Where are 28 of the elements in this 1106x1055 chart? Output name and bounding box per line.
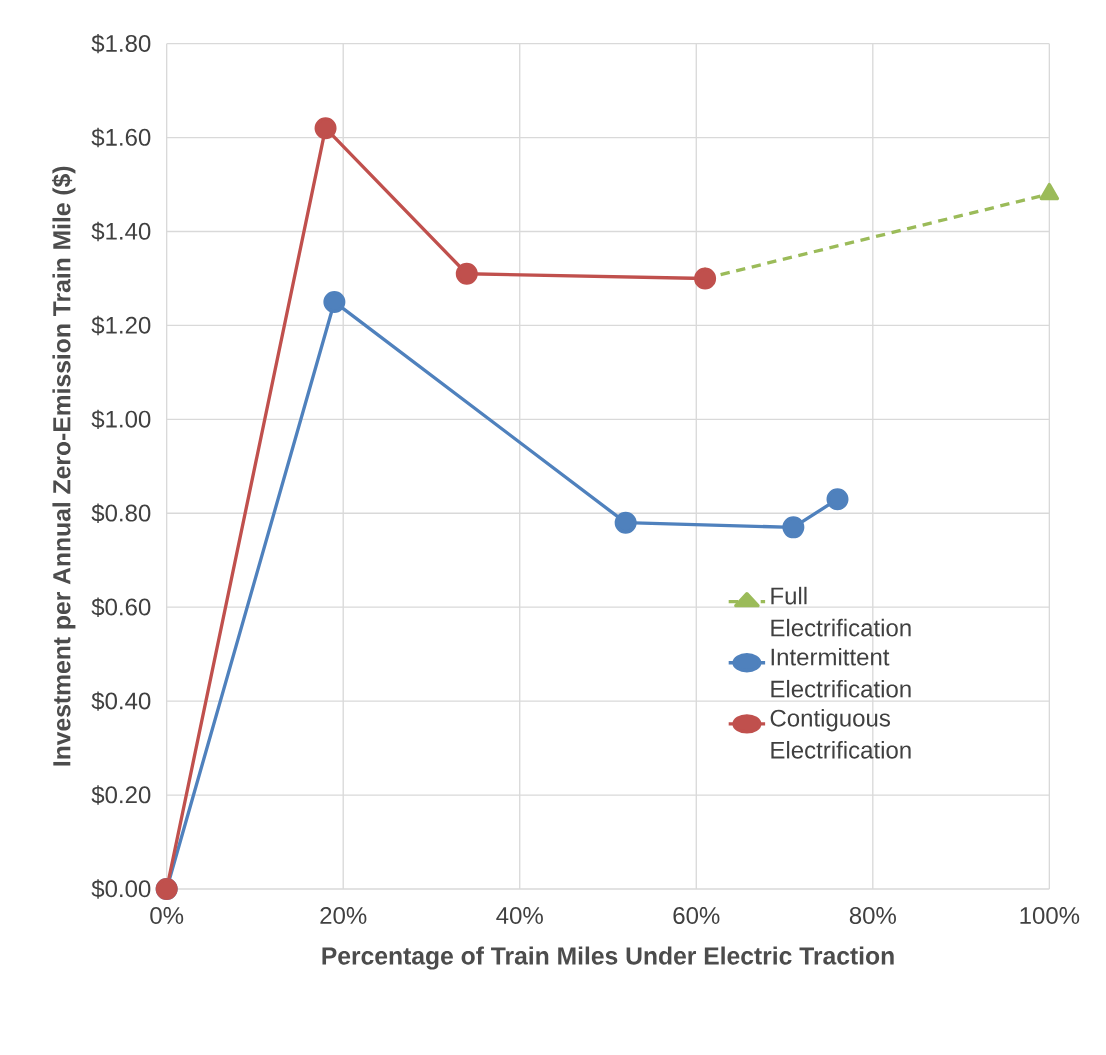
y-axis-title: Investment per Annual Zero-Emission Train Mile ($)	[51, 166, 76, 766]
point	[314, 117, 337, 140]
x-axis-title: Percentage of Train Miles Under Electric Traction	[322, 946, 894, 970]
point	[614, 511, 637, 534]
x-tick-label: 0%	[150, 907, 184, 925]
point	[826, 488, 849, 511]
y-tick-label: $1.00	[91, 409, 151, 430]
y-tick-label: $0.20	[91, 785, 151, 805]
point	[782, 516, 805, 539]
y-tick-label: $0.80	[91, 503, 151, 523]
y-tick-label: $0.60	[91, 597, 151, 617]
x-tick-label: 40%	[496, 907, 543, 925]
y-tick-label: $1.20	[91, 315, 151, 336]
point	[455, 262, 478, 285]
legend-label: Contiguous Electrification	[770, 709, 911, 759]
point	[694, 267, 717, 290]
x-tick-label: 60%	[673, 907, 720, 925]
x-tick-label: 20%	[320, 907, 367, 925]
x-tick-label: 80%	[849, 907, 896, 925]
y-tick-label: $1.60	[91, 127, 151, 148]
y-tick-label: $0.00	[91, 879, 151, 899]
legend-label: Intermittent Electrification	[771, 647, 911, 698]
y-tick-label: $1.40	[91, 221, 151, 242]
x-tick-label: 100%	[1020, 907, 1080, 925]
point	[323, 290, 346, 313]
legend-label: Full Electrification	[771, 586, 911, 637]
y-tick-label: $1.80	[91, 33, 151, 54]
y-tick-label: $0.40	[91, 691, 151, 711]
